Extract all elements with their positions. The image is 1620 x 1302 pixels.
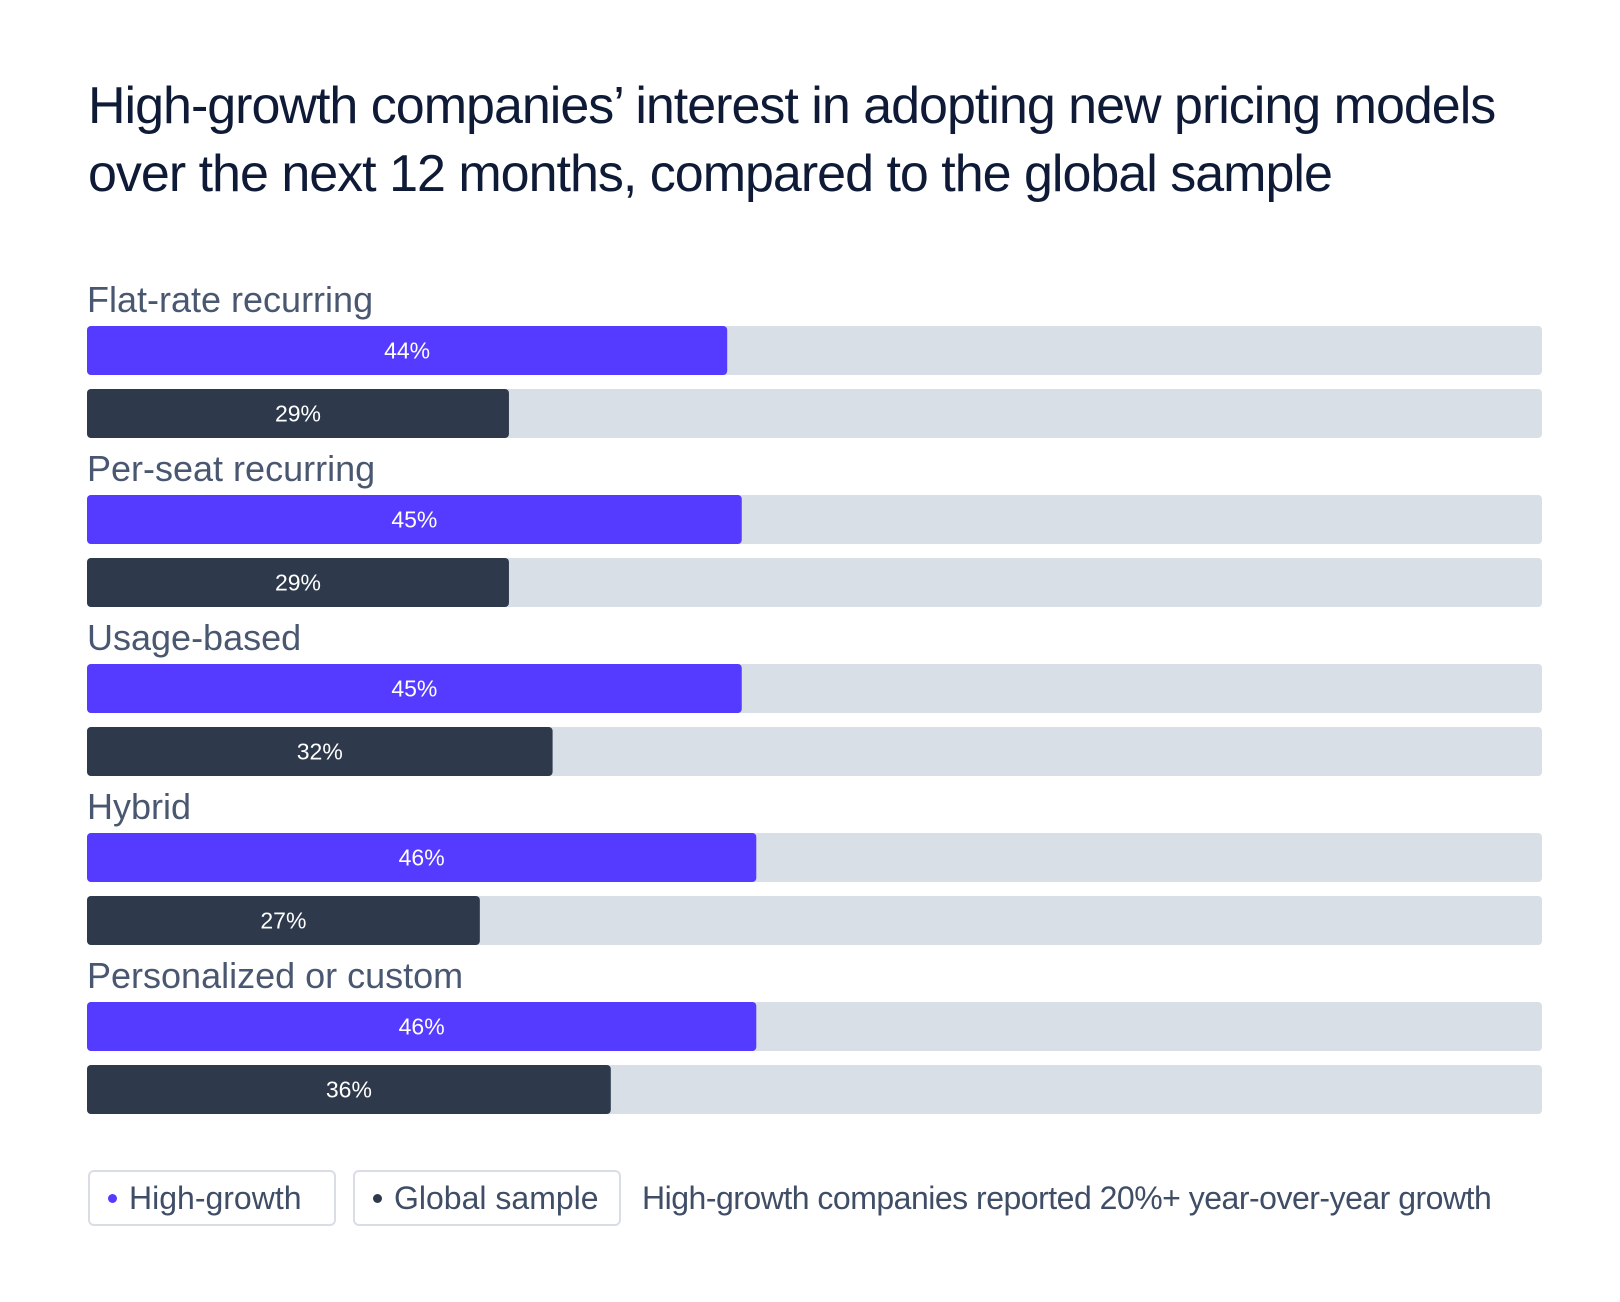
dark-dot-icon <box>373 1193 382 1203</box>
data-label-hybrid-global-sample: 27% <box>260 908 306 934</box>
data-label-flat-rate-recurring-high-growth: 44% <box>384 338 430 364</box>
legend-item-high-growth[interactable]: High-growth <box>88 1170 336 1226</box>
bar-personalized-or-custom-high-growth <box>87 1002 757 1051</box>
bar-personalized-or-custom-global-sample <box>87 1065 611 1114</box>
data-label-usage-based-high-growth: 45% <box>391 676 437 702</box>
category-label-per-seat-recurring: Per-seat recurring <box>87 448 375 489</box>
data-label-flat-rate-recurring-global-sample: 29% <box>275 401 321 427</box>
legend-label-high-growth: High-growth <box>129 1179 302 1216</box>
data-label-hybrid-high-growth: 46% <box>399 845 445 871</box>
bar-hybrid-high-growth <box>87 833 757 882</box>
legend-label-global-sample: Global sample <box>394 1179 599 1216</box>
bar-flat-rate-recurring-high-growth <box>87 326 728 375</box>
bar-flat-rate-recurring-global-sample <box>87 389 509 438</box>
data-label-personalized-or-custom-high-growth: 46% <box>399 1014 445 1040</box>
data-label-usage-based-global-sample: 32% <box>297 739 343 765</box>
category-label-personalized-or-custom: Personalized or custom <box>87 955 463 996</box>
bar-per-seat-recurring-global-sample <box>87 558 509 607</box>
bar-hybrid-global-sample <box>87 896 480 945</box>
legend-item-global-sample[interactable]: Global sample <box>353 1170 621 1226</box>
chart-title: High-growth companies’ interest in adopt… <box>88 77 1496 203</box>
bar-usage-based-high-growth <box>87 664 742 713</box>
bar-usage-based-global-sample <box>87 727 553 776</box>
data-label-personalized-or-custom-global-sample: 36% <box>326 1077 372 1103</box>
category-label-usage-based: Usage-based <box>87 617 301 658</box>
category-label-flat-rate-recurring: Flat-rate recurring <box>87 279 373 320</box>
purple-dot-icon <box>108 1193 117 1203</box>
legend-note: High-growth companies reported 20%+ year… <box>642 1180 1492 1216</box>
category-label-hybrid: Hybrid <box>87 786 191 827</box>
data-label-per-seat-recurring-global-sample: 29% <box>275 570 321 596</box>
bar-per-seat-recurring-high-growth <box>87 495 742 544</box>
data-label-per-seat-recurring-high-growth: 45% <box>391 507 437 533</box>
